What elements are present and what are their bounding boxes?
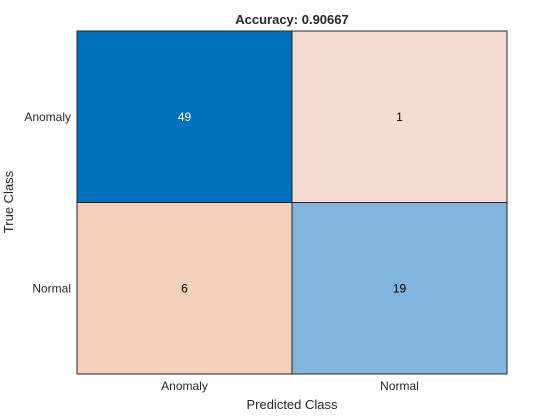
x-tick-label-1: Normal xyxy=(380,379,419,393)
cell-value-0-0: 49 xyxy=(178,110,192,124)
x-tick-label-0: Anomaly xyxy=(161,379,208,393)
matrix-cells: 49 1 6 19 xyxy=(76,30,508,375)
matrix-cell-1-0 xyxy=(76,202,293,375)
cell-value-0-1: 1 xyxy=(396,110,403,124)
matrix-cell-1-1 xyxy=(291,202,508,375)
cell-value-1-1: 19 xyxy=(393,281,407,295)
chart-title: Accuracy: 0.90667 xyxy=(235,12,348,27)
x-tick-labels: Anomaly Normal xyxy=(161,379,419,393)
cell-value-1-0: 6 xyxy=(181,281,188,295)
y-tick-label-1: Normal xyxy=(32,281,71,295)
x-axis-label: Predicted Class xyxy=(246,397,338,412)
y-axis-label: True Class xyxy=(1,170,16,233)
matrix-cell-0-0 xyxy=(76,30,293,203)
y-tick-label-0: Anomaly xyxy=(24,110,71,124)
matrix-cell-0-1 xyxy=(291,30,508,203)
y-tick-labels: Anomaly Normal xyxy=(24,110,71,296)
plot-frame xyxy=(76,30,508,375)
